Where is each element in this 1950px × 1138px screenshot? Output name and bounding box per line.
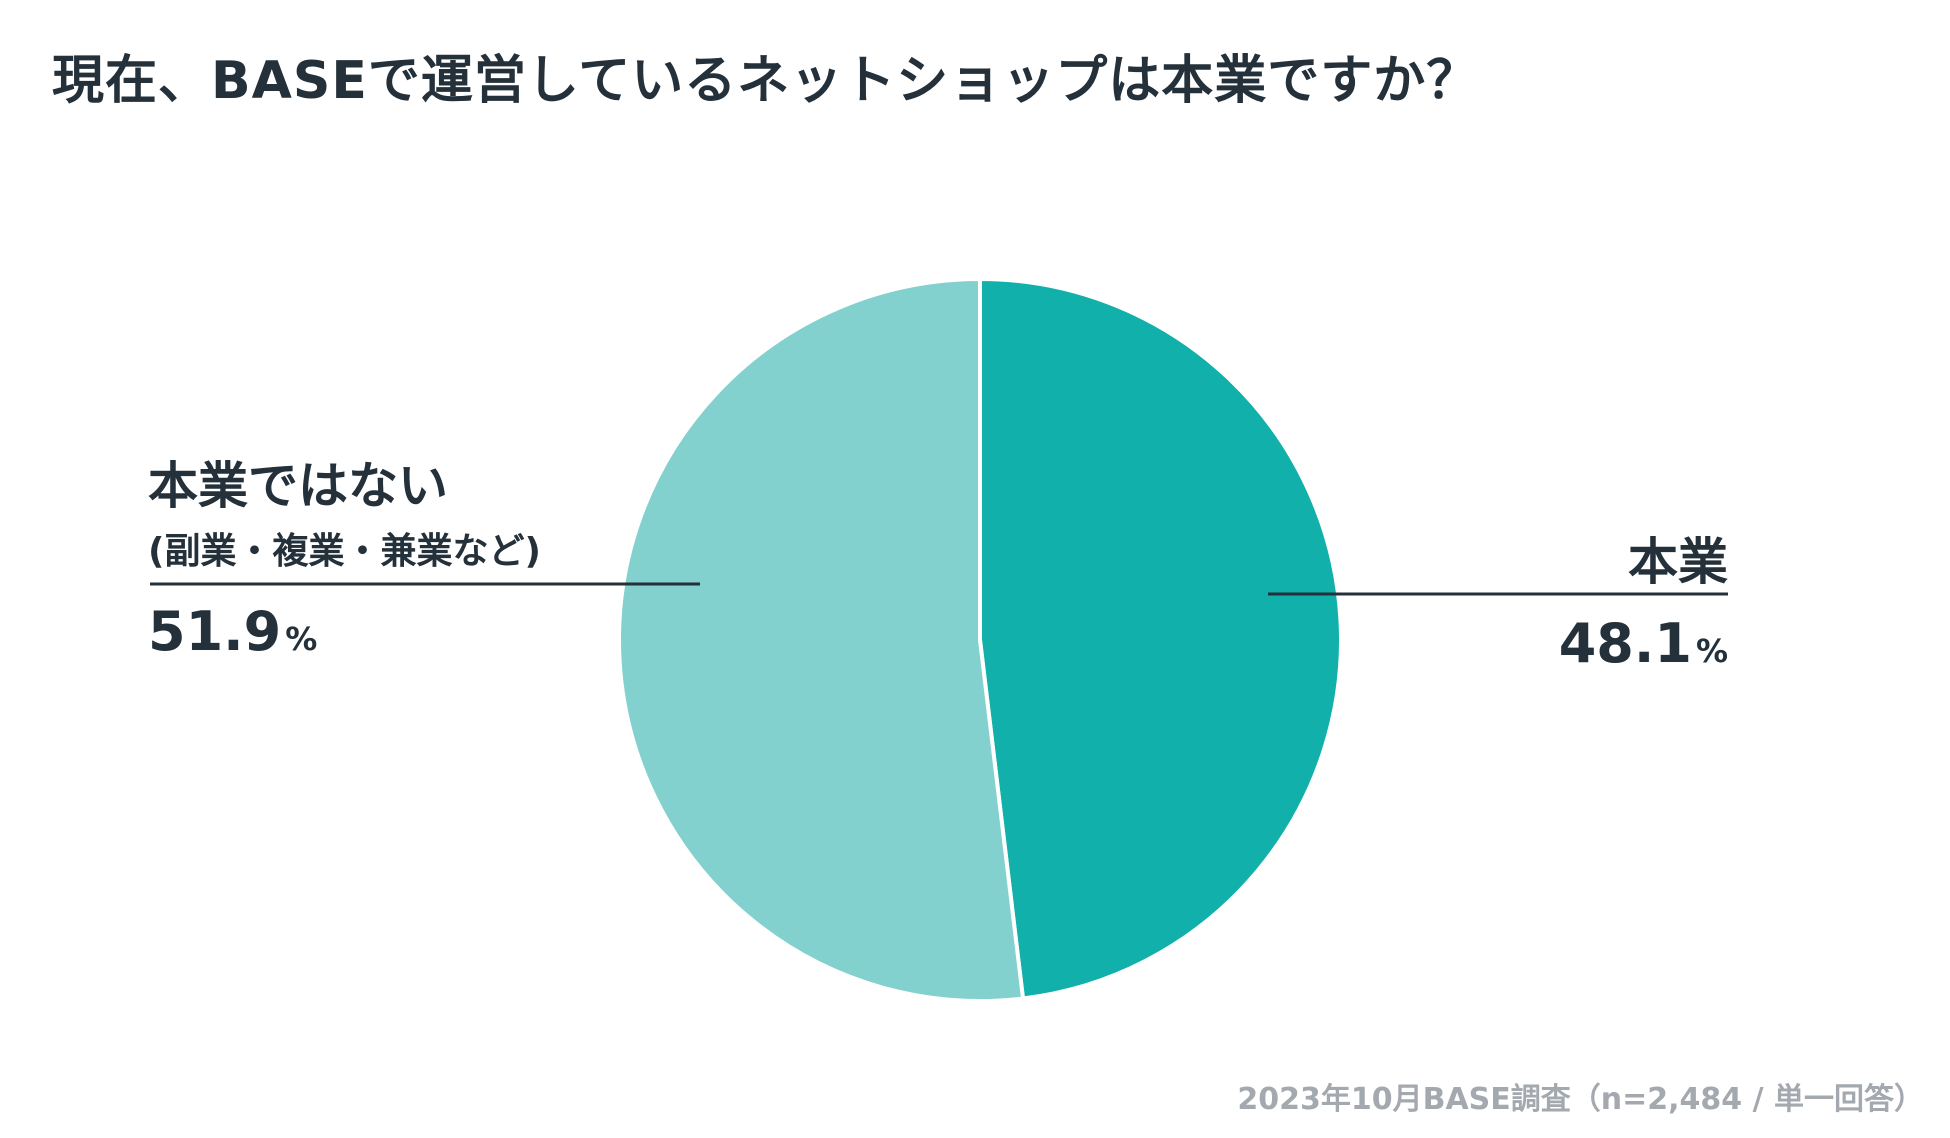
value-label-main-business: 48.1% <box>1559 612 1728 675</box>
percent-unit: % <box>1695 632 1728 670</box>
label-main-business: 本業 <box>1628 533 1728 591</box>
label-not-main-business: 本業ではない <box>148 457 448 515</box>
label-not-main-business-sub: (副業・複業・兼業など) <box>148 531 541 572</box>
percent-unit: % <box>285 620 318 658</box>
value-number: 51.9 <box>148 600 282 663</box>
pie-slice-not-main-business <box>617 276 1026 1003</box>
pie-slice-main-business <box>978 276 1343 1001</box>
value-label-not-main-business: 51.9% <box>148 600 317 663</box>
chart-title: 現在、BASEで運営しているネットショップは本業ですか？ <box>52 51 1480 111</box>
value-number: 48.1 <box>1558 612 1692 675</box>
survey-footnote: 2023年10月BASE調査（n=2,484 / 単一回答） <box>1237 1082 1924 1117</box>
